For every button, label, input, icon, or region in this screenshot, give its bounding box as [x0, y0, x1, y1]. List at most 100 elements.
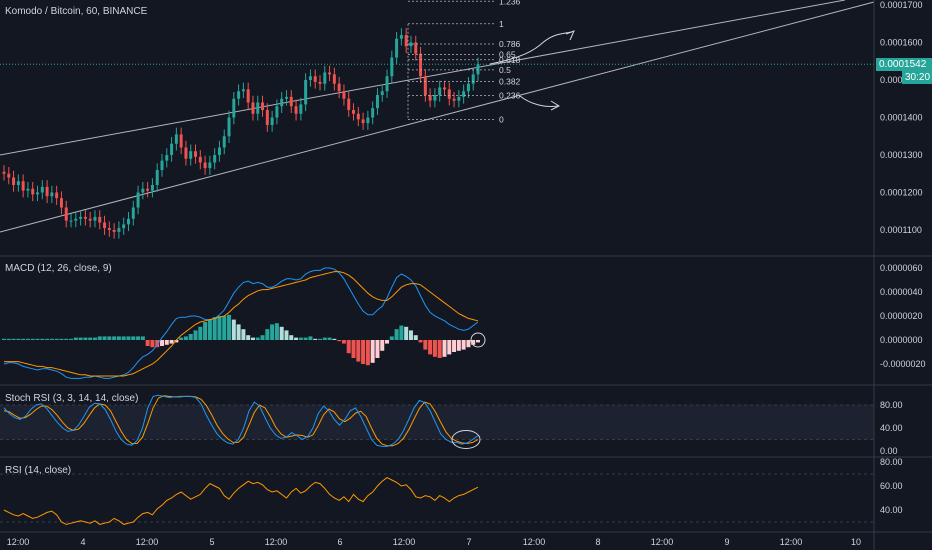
stoch-title: Stoch RSI (3, 3, 14, 14, close): [5, 393, 139, 404]
price-tick-label: 0.0001700: [880, 0, 923, 10]
macd-histogram-bar: [212, 317, 217, 340]
candle-body: [184, 147, 188, 159]
candle-body: [304, 80, 308, 105]
fib-level-label: 0.236: [499, 90, 521, 100]
candle-body: [227, 117, 231, 137]
macd-histogram-bar: [365, 340, 370, 366]
candle-body: [323, 72, 327, 84]
fib-level-label: 0: [499, 114, 504, 124]
time-tick-label: 8: [595, 537, 600, 547]
macd-histogram-bar: [241, 329, 246, 340]
macd-histogram-bar: [11, 338, 16, 340]
macd-histogram-bar: [40, 338, 45, 340]
stoch-d-line: [3, 395, 479, 447]
candle-body: [275, 106, 279, 118]
candle-body: [361, 119, 365, 124]
macd-histogram-bar: [394, 329, 399, 340]
candle-body: [452, 98, 456, 101]
candle-body: [222, 136, 226, 148]
candle-body: [165, 155, 169, 161]
chart-title: Komodo / Bitcoin, 60, BINANCE: [5, 6, 148, 17]
rsi-pane: [0, 473, 874, 525]
macd-histogram-bar: [164, 340, 169, 345]
macd-histogram-bar: [428, 340, 433, 355]
price-tick-label: 0.0001200: [880, 188, 923, 198]
candle-body: [40, 186, 44, 193]
macd-histogram-bar: [250, 337, 255, 340]
macd-histogram-bar: [198, 326, 203, 340]
stoch-tick-label: 0.00: [880, 446, 898, 456]
macd-histogram-bar: [298, 337, 303, 340]
candle-body: [150, 185, 154, 191]
candle-body: [179, 134, 183, 148]
candle-body: [399, 35, 403, 39]
candle-body: [12, 177, 16, 185]
macd-histogram-bar: [332, 338, 337, 340]
macd-histogram-bar: [399, 325, 404, 340]
countdown-tag: 30:20: [902, 71, 932, 84]
candle-body: [404, 35, 408, 47]
macd-histogram-bar: [279, 326, 284, 340]
macd-histogram-bar: [466, 340, 471, 348]
macd-histogram-bar: [327, 337, 332, 340]
candle-body: [337, 83, 341, 92]
time-tick-label: 12:00: [136, 537, 159, 547]
macd-histogram-bar: [207, 319, 212, 340]
macd-histogram-bar: [6, 338, 11, 340]
candle-body: [256, 102, 260, 114]
candle-body: [433, 95, 437, 101]
time-tick-label: 7: [466, 537, 471, 547]
candle-body: [294, 106, 298, 114]
macd-histogram-bar: [452, 340, 457, 352]
macd-histogram-bar: [131, 336, 136, 340]
candle-body: [375, 95, 379, 109]
bullish-arrow: [489, 31, 573, 65]
macd-histogram-bar: [476, 340, 480, 343]
macd-histogram-bar: [418, 340, 423, 343]
macd-histogram-bar: [437, 340, 442, 358]
stoch-highlight-circle: [451, 430, 481, 449]
candle-body: [237, 91, 241, 99]
macd-histogram-bar: [160, 340, 164, 346]
macd-histogram-bar: [456, 340, 461, 351]
candle-body: [246, 89, 250, 103]
candle-body: [2, 171, 6, 174]
macd-histogram-bar: [289, 335, 294, 340]
fib-level-label: 0.382: [499, 77, 521, 87]
candle-body: [289, 96, 293, 107]
macd-histogram-bar: [318, 338, 322, 340]
candle-body: [136, 192, 140, 208]
macd-histogram-bar: [260, 335, 265, 340]
price-tick-label: 0.0001300: [880, 150, 923, 160]
candle-body: [471, 74, 475, 84]
candle-body: [155, 170, 159, 185]
macd-histogram-bar: [112, 336, 117, 340]
candle-body: [59, 198, 63, 208]
macd-histogram-bar: [227, 314, 232, 340]
candle-body: [170, 143, 174, 155]
candle-body: [79, 216, 83, 219]
macd-histogram-bar: [64, 338, 69, 340]
candle-body: [419, 53, 423, 77]
rsi-tick-label: 40.00: [880, 505, 903, 515]
candle-body: [21, 181, 25, 191]
candle-body: [112, 230, 116, 232]
macd-histogram-bar: [116, 336, 121, 340]
candle-body: [232, 98, 236, 118]
candle-body: [251, 102, 255, 114]
macd-histogram-bar: [447, 340, 452, 355]
channel-upper-line: [0, 0, 846, 156]
candle-body: [141, 188, 145, 193]
time-tick-label: 12:00: [265, 537, 288, 547]
candle-body: [50, 192, 54, 197]
macd-histogram-bar: [49, 338, 54, 340]
signal-line: [4, 271, 479, 377]
macd-histogram-bar: [107, 336, 112, 340]
rsi-line: [3, 477, 479, 525]
macd-histogram-bar: [183, 336, 188, 340]
macd-histogram-bar: [30, 338, 35, 340]
macd-histogram-bar: [73, 337, 78, 340]
macd-histogram-bar: [308, 336, 313, 340]
candle-body: [366, 117, 370, 124]
